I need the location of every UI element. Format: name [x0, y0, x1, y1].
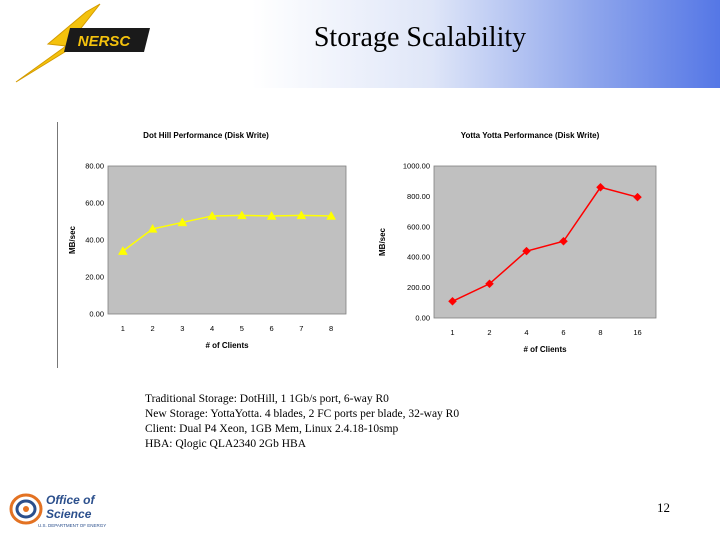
y-tick-label: 600.00: [407, 222, 430, 231]
office-of-science-line1: Office of: [46, 493, 95, 507]
plot-area: [107, 165, 347, 315]
chart-title: Dot Hill Performance (Disk Write): [143, 131, 269, 140]
science-swirl-icon: [9, 493, 43, 525]
x-axis-title: # of Clients: [205, 341, 249, 350]
x-tick-label: 2: [151, 324, 155, 333]
data-point-4-clients: [207, 210, 218, 220]
x-tick-label: 2: [487, 328, 491, 337]
x-tick-label: 6: [270, 324, 274, 333]
chart-title: Yotta Yotta Performance (Disk Write): [461, 131, 600, 140]
nersc-logo: NERSC: [15, 3, 150, 83]
data-point-1-clients: [448, 296, 457, 306]
y-tick-label: 20.00: [85, 273, 104, 282]
series-line: [122, 214, 332, 252]
x-tick-label: 6: [561, 328, 565, 337]
x-tick-label: 8: [329, 324, 333, 333]
x-tick-label: 16: [633, 328, 641, 337]
nersc-logo-text: NERSC: [78, 33, 132, 50]
x-tick-label: 4: [210, 324, 214, 333]
data-point-16-clients: [633, 192, 642, 202]
caption-traditional-storage: Traditional Storage: DotHill, 1 1Gb/s po…: [145, 393, 389, 405]
x-tick-label: 1: [121, 324, 125, 333]
data-point-6-clients: [266, 210, 277, 220]
office-of-science-logo: Office of Science U.S. DEPARTMENT OF ENE…: [9, 493, 106, 528]
y-tick-label: 60.00: [85, 199, 104, 208]
chart-divider-line: [57, 122, 58, 368]
office-of-science-subtext: U.S. DEPARTMENT OF ENERGY: [38, 523, 106, 528]
data-point-3-clients: [177, 217, 188, 227]
y-tick-label: 0.00: [89, 310, 104, 319]
y-tick-label: 80.00: [85, 162, 104, 171]
x-tick-label: 5: [240, 324, 244, 333]
data-point-1-clients: [117, 246, 128, 255]
caption-client: Client: Dual P4 Xeon, 1GB Mem, Linux 2.4…: [145, 423, 399, 435]
y-tick-label: 0.00: [415, 314, 430, 323]
slide-header: NERSC Storage Scalability: [0, 0, 720, 88]
dot-hill-chart: Dot Hill Performance (Disk Write) 0.00 20.…: [68, 131, 347, 350]
y-axis-title: MB/sec: [378, 227, 387, 256]
data-point-5-clients: [236, 210, 247, 220]
y-tick-label: 200.00: [407, 283, 430, 292]
data-point-8-clients: [326, 210, 337, 220]
storage-config-caption: Traditional Storage: DotHill, 1 1Gb/s po…: [145, 392, 459, 452]
y-tick-label: 1000.00: [403, 162, 430, 171]
x-tick-label: 8: [598, 328, 602, 337]
yotta-yotta-chart: Yotta Yotta Performance (Disk Write) 0.00…: [378, 131, 657, 354]
y-axis-title: MB/sec: [68, 225, 77, 254]
data-point-2-clients: [485, 279, 494, 289]
slide-title: Storage Scalability: [313, 22, 527, 53]
data-point-8-clients: [596, 182, 605, 192]
x-axis-title: # of Clients: [523, 345, 567, 354]
x-tick-label: 3: [180, 324, 184, 333]
caption-new-storage: New Storage: YottaYotta. 4 blades, 2 FC …: [145, 408, 460, 420]
data-point-4-clients: [522, 246, 531, 256]
data-point-7-clients: [296, 210, 307, 220]
caption-hba: HBA: Qlogic QLA2340 2Gb HBA: [145, 438, 306, 450]
data-point-6-clients: [559, 236, 568, 246]
x-tick-label: 1: [450, 328, 454, 337]
data-point-2-clients: [147, 223, 158, 233]
plot-area: [433, 165, 657, 319]
page-number: 12: [657, 500, 670, 515]
office-of-science-line2: Science: [46, 507, 92, 521]
y-tick-label: 40.00: [85, 236, 104, 245]
nersc-badge: [64, 28, 150, 52]
y-tick-label: 800.00: [407, 192, 430, 201]
x-tick-label: 4: [524, 328, 528, 337]
x-tick-label: 7: [299, 324, 303, 333]
series-line: [452, 186, 638, 302]
y-tick-label: 400.00: [407, 253, 430, 262]
